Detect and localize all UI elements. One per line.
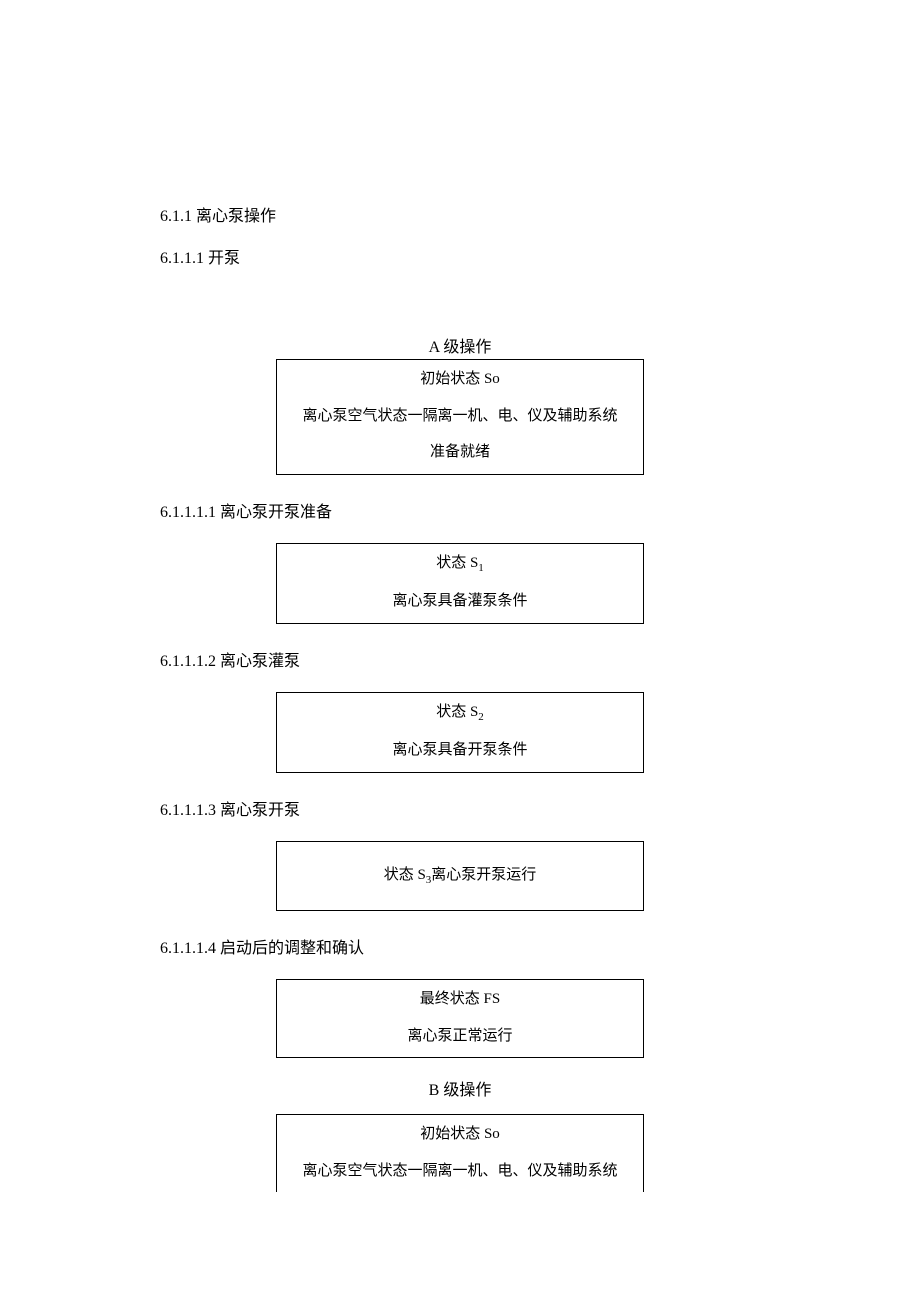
heading-6-1-1: 6.1.1 离心泵操作 [160, 205, 760, 229]
heading-6-1-1-1-4: 6.1.1.1.4 启动后的调整和确认 [160, 937, 760, 961]
heading-6-1-1-1: 6.1.1.1 开泵 [160, 247, 760, 271]
so-a-line2: 离心泵空气状态一隔离一机、电、仪及辅助系统 [283, 405, 637, 428]
document-page: 6.1.1 离心泵操作 6.1.1.1 开泵 A 级操作 初始状态 So 离心泵… [0, 0, 920, 1301]
s3-post: 离心泵开泵运行 [431, 867, 536, 883]
state-box-s2: 状态 S2 离心泵具备开泵条件 [276, 692, 644, 773]
s2-line1-pre: 状态 S [436, 704, 478, 720]
s1-line1: 状态 S1 [283, 552, 637, 577]
state-box-so-b: 初始状态 So 离心泵空气状态一隔离一机、电、仪及辅助系统 [276, 1114, 644, 1192]
s2-line1: 状态 S2 [283, 701, 637, 726]
heading-6-1-1-1-2: 6.1.1.1.2 离心泵灌泵 [160, 650, 760, 674]
s1-subscript: 1 [478, 562, 484, 574]
so-a-line3: 准备就绪 [283, 441, 637, 464]
s1-line1-pre: 状态 S [436, 555, 478, 571]
state-box-so-a: 初始状态 So 离心泵空气状态一隔离一机、电、仪及辅助系统 准备就绪 [276, 359, 644, 475]
s3-pre: 状态 S [384, 867, 426, 883]
state-box-s3: 状态 S3离心泵开泵运行 [276, 841, 644, 912]
state-box-fs: 最终状态 FS 离心泵正常运行 [276, 979, 644, 1058]
heading-6-1-1-1-3: 6.1.1.1.3 离心泵开泵 [160, 799, 760, 823]
b-level-label: B 级操作 [160, 1076, 760, 1100]
s2-subscript: 2 [478, 711, 484, 723]
so-a-line1: 初始状态 So [283, 368, 637, 391]
box-wrapper-so-a: 初始状态 So 离心泵空气状态一隔离一机、电、仪及辅助系统 准备就绪 [160, 359, 760, 475]
box-wrapper-s1: 状态 S1 离心泵具备灌泵条件 [160, 543, 760, 624]
a-level-label: A 级操作 [160, 333, 760, 357]
box-wrapper-fs: 最终状态 FS 离心泵正常运行 [160, 979, 760, 1058]
so-b-line1: 初始状态 So [283, 1123, 637, 1146]
heading-6-1-1-1-1: 6.1.1.1.1 离心泵开泵准备 [160, 501, 760, 525]
box-wrapper-s2: 状态 S2 离心泵具备开泵条件 [160, 692, 760, 773]
box-wrapper-so-b: 初始状态 So 离心泵空气状态一隔离一机、电、仪及辅助系统 [160, 1114, 760, 1192]
s1-line2: 离心泵具备灌泵条件 [283, 590, 637, 613]
so-b-line2: 离心泵空气状态一隔离一机、电、仪及辅助系统 [283, 1160, 637, 1183]
fs-line1: 最终状态 FS [283, 988, 637, 1011]
state-box-s1: 状态 S1 离心泵具备灌泵条件 [276, 543, 644, 624]
s3-line: 状态 S3离心泵开泵运行 [283, 864, 637, 889]
fs-line2: 离心泵正常运行 [283, 1025, 637, 1048]
box-wrapper-s3: 状态 S3离心泵开泵运行 [160, 841, 760, 912]
s2-line2: 离心泵具备开泵条件 [283, 739, 637, 762]
